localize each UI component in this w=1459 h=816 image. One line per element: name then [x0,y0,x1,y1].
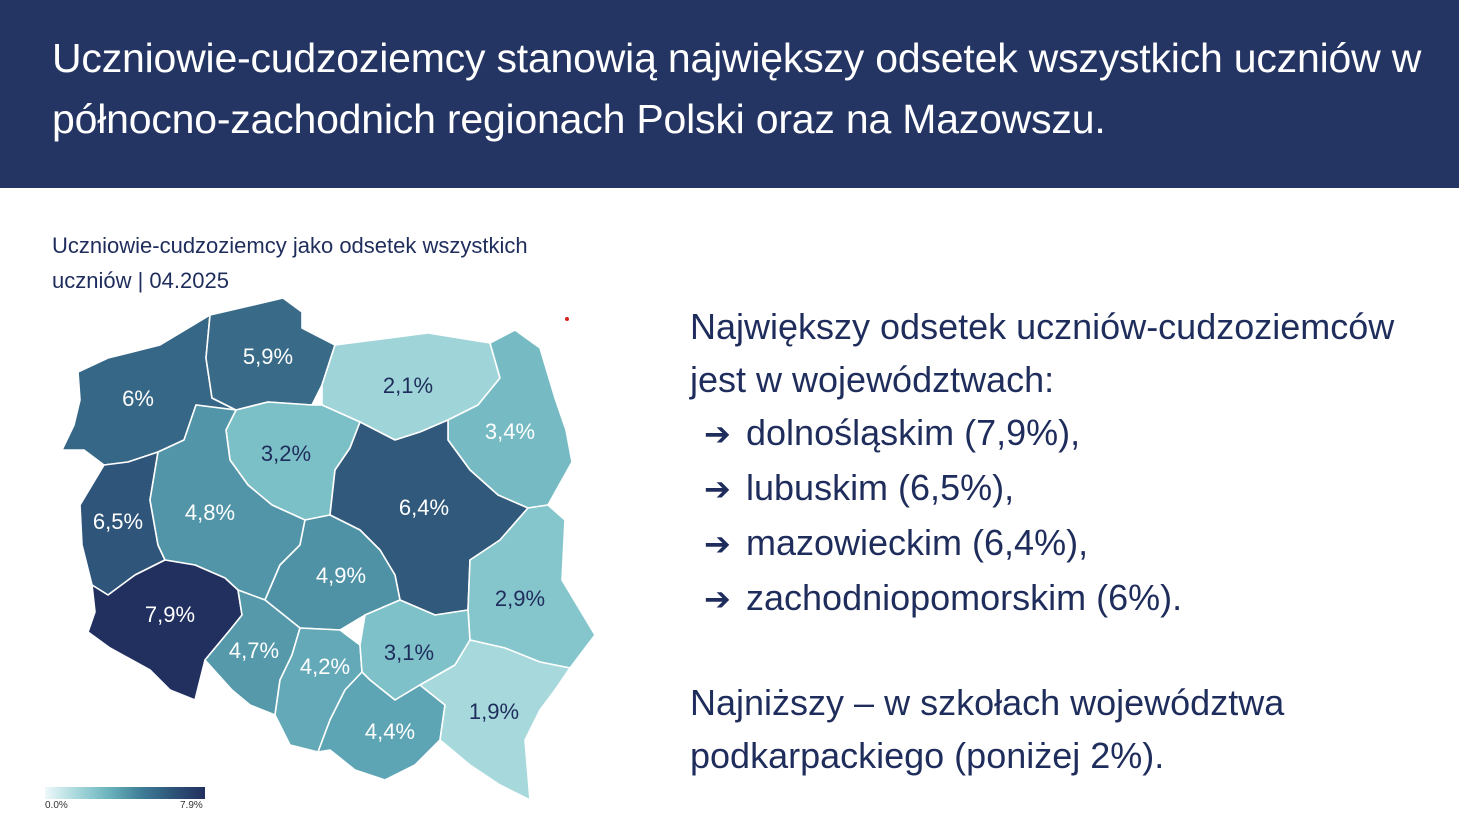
list-item-text: lubuskim (6,5%), [746,467,1015,508]
map-title: Uczniowie-cudzoziemcy jako odsetek wszys… [52,233,528,293]
regions-layer [61,297,596,801]
region-label-malopolskie: 4,4% [365,719,415,744]
right-arrow-icon: ➔ [704,581,731,617]
region-label-opolskie: 4,7% [229,638,279,663]
labels-layer: 6% 5,9% 2,1% 3,4% 3,2% 6,5% 4,8% 6,4% 4,9% 2,9% 7,… [93,344,545,744]
region-podkarpackie [419,639,571,801]
region-label-wielkopolskie: 4,8% [185,500,235,525]
summary-panel: Największy odsetek uczniów-cudzoziemców … [690,300,1450,782]
right-arrow-icon: ➔ [704,471,731,507]
region-label-zachodniopomorskie: 6% [122,386,154,411]
list-item: ➔ mazowieckim (6,4%), [704,516,1450,571]
region-label-mazowieckie: 6,4% [399,495,449,520]
page-title: Uczniowie-cudzoziemcy stanowią największ… [52,35,1422,142]
list-item-text: dolnośląskim (7,9%), [746,412,1081,453]
red-dot-marker [565,317,569,321]
header-banner: Uczniowie-cudzoziemcy stanowią największ… [0,0,1459,188]
right-arrow-icon: ➔ [704,416,731,452]
right-arrow-icon: ➔ [704,526,731,562]
region-label-podlaskie: 3,4% [485,419,535,444]
region-label-warminsko-mazurskie: 2,1% [383,373,433,398]
list-item: ➔ lubuskim (6,5%), [704,461,1450,516]
region-label-podkarpackie: 1,9% [469,699,519,724]
region-pomorskie [205,297,336,411]
summary-intro: Największy odsetek uczniów-cudzoziemców … [690,306,1395,400]
color-scale-legend [45,787,205,799]
highest-regions-list: ➔ dolnośląskim (7,9%), ➔ lubuskim (6,5%)… [690,406,1450,626]
region-label-swietokrzyskie: 3,1% [384,640,434,665]
region-opolskie [204,589,301,716]
poland-choropleth-map: 6% 5,9% 2,1% 3,4% 3,2% 6,5% 4,8% 6,4% 4,9% 2,9% 7,… [61,297,596,801]
lowest-region-note: Najniższy – w szkołach województwa podka… [690,682,1285,776]
region-label-pomorskie: 5,9% [243,344,293,369]
legend-min-label: 0.0% [45,800,68,811]
list-item: ➔ zachodniopomorskim (6%). [704,571,1450,626]
region-malopolskie [317,671,446,781]
region-label-lubelskie: 2,9% [495,586,545,611]
list-item-text: mazowieckim (6,4%), [746,522,1089,563]
region-label-lubuskie: 6,5% [93,509,143,534]
list-item: ➔ dolnośląskim (7,9%), [704,406,1450,461]
region-label-dolnoslaskie: 7,9% [145,602,195,627]
region-label-kujawsko-pomorskie: 3,2% [261,441,311,466]
legend-max-label: 7.9% [180,800,203,811]
region-label-lodzkie: 4,9% [316,563,366,588]
list-item-text: zachodniopomorskim (6%). [746,577,1183,618]
region-label-slaskie: 4,2% [300,654,350,679]
